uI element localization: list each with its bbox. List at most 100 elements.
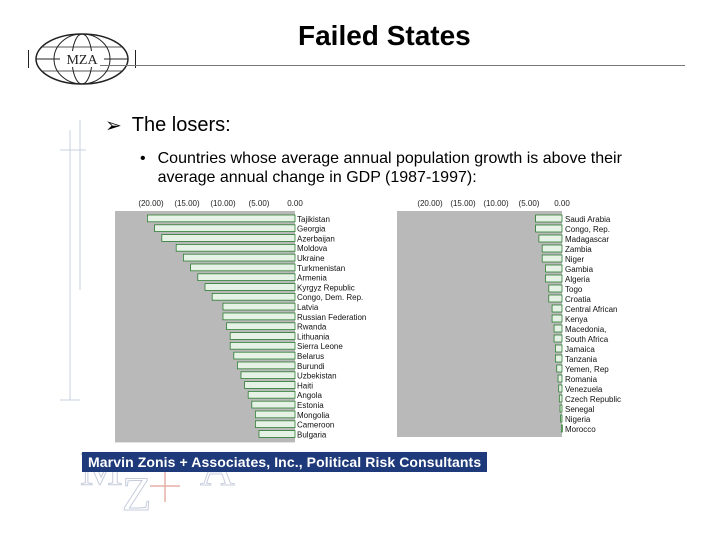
left-category-label: Cameroon [297, 421, 334, 430]
right-bar [535, 214, 563, 223]
right-bar [535, 224, 563, 233]
left-category-label: Azerbaijan [297, 234, 335, 243]
bullet-sub: • Countries whose average annual populat… [140, 149, 680, 187]
right-bar [554, 344, 563, 353]
right-bar [553, 334, 563, 343]
left-bar [211, 293, 296, 301]
right-bar [551, 314, 563, 323]
right-category-label: Tanzania [565, 355, 598, 364]
left-bar [233, 351, 296, 360]
right-plot-area [397, 211, 562, 437]
right-bar [545, 274, 563, 283]
left-category-label: Russian Federation [297, 313, 366, 322]
left-category-label: Angola [297, 391, 322, 400]
left-category-label: Mongolia [297, 411, 330, 420]
right-category-label: Niger [565, 255, 584, 264]
svg-text:Z: Z [122, 468, 151, 521]
right-bar [541, 244, 563, 253]
left-bar [161, 234, 296, 242]
left-category-label: Moldova [297, 244, 328, 253]
right-category-label: Romania [565, 375, 598, 384]
left-bar [251, 400, 296, 409]
left-bar [226, 322, 296, 331]
right-category-label: Gambia [565, 265, 594, 274]
left-tick-label: (5.00) [249, 199, 270, 208]
left-tick-label: (15.00) [174, 199, 200, 208]
left-bar [240, 371, 296, 380]
right-bar [559, 404, 563, 413]
left-bar [222, 312, 296, 321]
dot-bullet-icon: • [140, 150, 146, 167]
right-tick-label: (20.00) [417, 199, 443, 208]
right-bar [558, 384, 563, 393]
left-category-label: Tajikistan [297, 215, 330, 224]
left-category-label: Latvia [297, 303, 319, 312]
left-category-label: Sierra Leone [297, 342, 343, 351]
right-bar [541, 254, 563, 263]
left-bar [254, 410, 296, 419]
left-category-label: Uzbekistan [297, 372, 337, 381]
right-category-label: Senegal [565, 405, 595, 414]
left-category-label: Armenia [297, 274, 327, 283]
right-category-label: Croatia [565, 295, 591, 304]
right-category-label: Kenya [565, 315, 588, 324]
left-category-label: Georgia [297, 225, 326, 234]
left-bar [258, 430, 296, 438]
left-bar [197, 273, 296, 282]
left-tick-label: (10.00) [210, 199, 236, 208]
right-category-label: Zambia [565, 245, 592, 254]
right-bar [545, 264, 563, 273]
left-category-label: Turkmenistan [297, 264, 345, 273]
left-bar [229, 332, 296, 340]
right-category-label: Saudi Arabia [565, 215, 611, 224]
right-bar [557, 374, 563, 383]
left-bar [154, 224, 296, 232]
left-bar [222, 302, 296, 311]
left-category-label: Rwanda [297, 323, 327, 332]
left-category-label: Estonia [297, 401, 324, 410]
right-category-label: Central African [565, 305, 617, 314]
right-bar [538, 234, 563, 243]
right-bar [558, 394, 563, 403]
right-category-label: Congo, Rep. [565, 225, 610, 234]
left-bar [190, 263, 296, 272]
right-bar [548, 284, 563, 293]
right-tick-label: (15.00) [450, 199, 476, 208]
left-bar [236, 361, 296, 370]
decorative-bracket [60, 120, 86, 401]
left-tick-label: 0.00 [287, 199, 303, 208]
bullet-main-text: The losers: [131, 114, 231, 136]
right-tick-label: 0.00 [554, 199, 570, 208]
right-category-label: Macedonia, [565, 325, 606, 334]
left-category-label: Burundi [297, 362, 325, 371]
left-tick-label: (20.00) [138, 199, 164, 208]
left-bar [175, 244, 296, 252]
title-divider [100, 65, 685, 66]
arrow-bullet-icon: ➢ [105, 115, 122, 137]
right-category-label: Jamaica [565, 345, 595, 354]
right-category-label: Venezuela [565, 385, 603, 394]
left-category-label: Bulgaria [297, 430, 327, 439]
chart-right: (20.00) (15.00) (10.00) (5.00) 0.00 Saudi Ara… [397, 199, 621, 437]
left-category-label: Congo, Dem. Rep. [297, 293, 363, 302]
logo-text: MZA [66, 53, 98, 68]
left-bar [254, 420, 296, 429]
left-bar [247, 390, 296, 399]
left-category-label: Kyrgyz Republic [297, 283, 355, 292]
left-bar [229, 341, 296, 350]
left-bar [244, 381, 296, 389]
right-bar [548, 294, 563, 303]
bullet-sub-text: Countries whose average annual populatio… [157, 150, 622, 186]
right-category-label: Czech Republic [565, 395, 621, 404]
right-category-label: Nigeria [565, 415, 591, 424]
chart-left: (20.00) (15.00) (10.00) (5.00) 0.00 Tajikista… [115, 199, 366, 443]
footer-banner: Marvin Zonis + Associates, Inc., Politic… [82, 452, 488, 472]
bullet-main: ➢ The losers: [105, 113, 231, 138]
right-bar [554, 354, 563, 363]
left-bar [147, 214, 296, 223]
left-bar [204, 283, 296, 291]
right-category-label: Morocco [565, 425, 596, 434]
right-category-label: Algeria [565, 275, 590, 284]
mza-logo: MZA [28, 33, 136, 85]
left-category-label: Belarus [297, 352, 324, 361]
